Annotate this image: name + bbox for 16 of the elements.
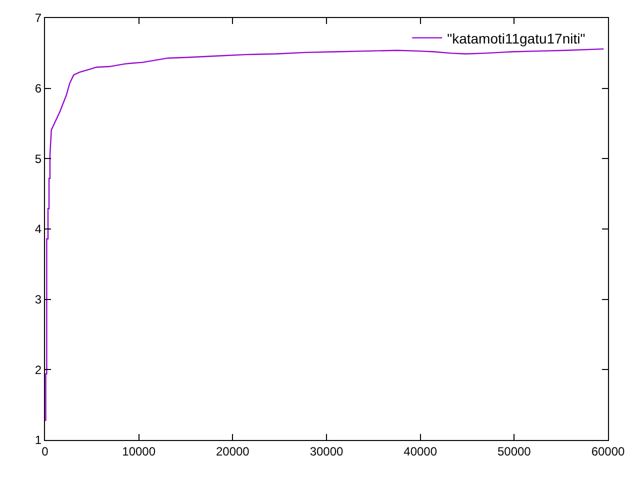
line-series	[45, 48, 604, 422]
x-tick-label: 30000	[310, 444, 344, 458]
y-tick-label: 3	[34, 292, 42, 307]
y-tick-label: 6	[34, 82, 42, 96]
y-tick-label: 2	[34, 362, 42, 377]
x-tick-label: 50000	[497, 444, 532, 458]
y-tick-label: 1	[34, 433, 42, 448]
y-tick-label: 7	[34, 11, 42, 26]
x-tick-label: 0	[42, 444, 49, 458]
x-tick-label: 40000	[404, 444, 438, 458]
x-tick-label: 10000	[122, 444, 156, 458]
legend-label: "katamoti11gatu17niti"	[447, 30, 586, 46]
x-tick-label: 20000	[216, 444, 250, 458]
x-tick-label: 60000	[591, 444, 626, 458]
y-tick-label: 5	[34, 152, 42, 166]
y-tick-label: 4	[34, 222, 42, 236]
